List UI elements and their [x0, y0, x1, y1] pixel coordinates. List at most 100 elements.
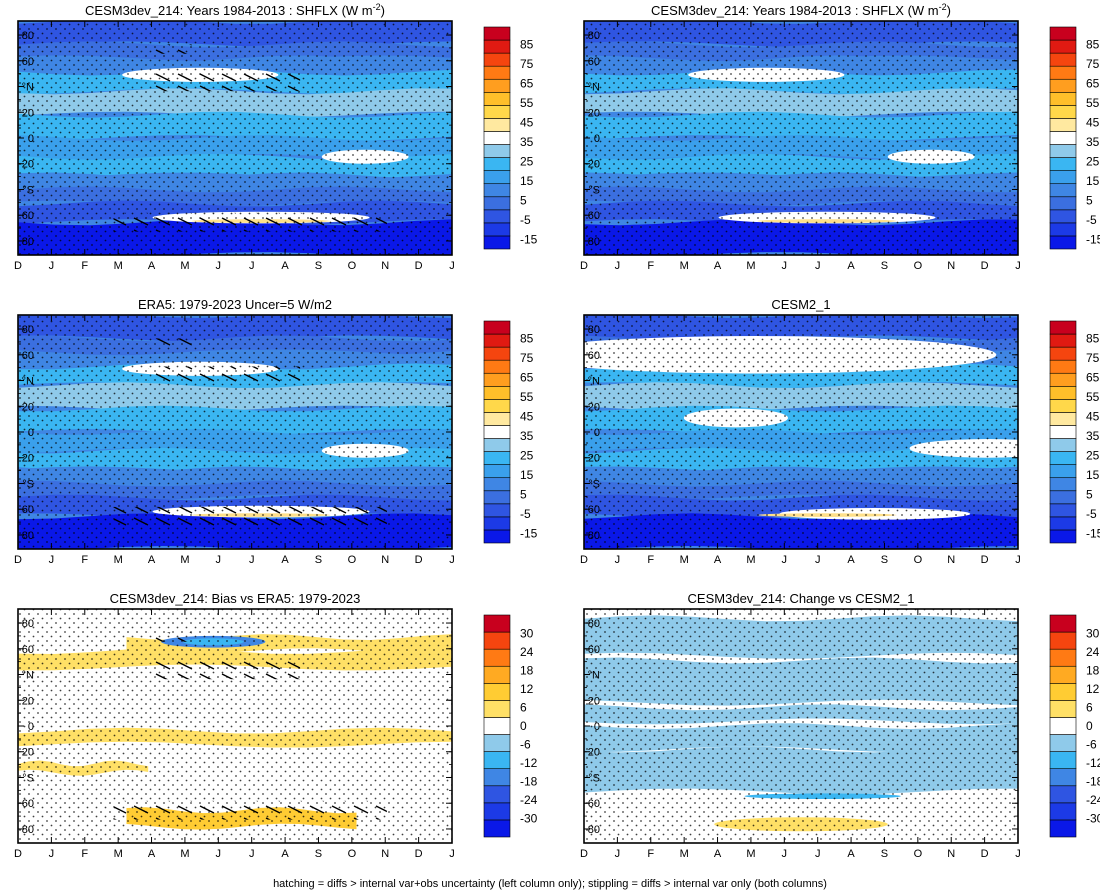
x-tick-label: S — [315, 848, 322, 860]
chart-panel-5: CESM3dev_214: Bias vs ERA5: 1979-2023 D J F… — [14, 591, 538, 860]
colorbar-cell — [483, 425, 511, 439]
colorbar-label: -15 — [520, 232, 538, 246]
colorbar-cell — [483, 768, 511, 787]
y-tick-label: 60 — [22, 350, 34, 362]
colorbar-label: 25 — [1086, 448, 1100, 462]
x-tick-label: A — [714, 260, 722, 272]
x-tick-label: M — [746, 848, 755, 860]
colorbar-label: 15 — [520, 174, 534, 188]
x-tick-label: J — [216, 554, 222, 566]
y-tick-label: 60 — [588, 644, 600, 656]
colorbar-label: 6 — [1086, 701, 1093, 715]
x-tick-label: A — [148, 554, 156, 566]
colorbar-label: 5 — [1086, 193, 1093, 207]
colorbar-cell — [1049, 768, 1077, 787]
colorbar-label: 12 — [1086, 682, 1100, 696]
colorbar-cell — [1049, 665, 1077, 684]
colorbar-label: 15 — [520, 468, 534, 482]
y-tick-label: 80 — [588, 530, 600, 542]
x-tick-label: J — [615, 554, 621, 566]
colorbar-cell — [483, 477, 511, 492]
colorbar-label: 5 — [1086, 487, 1093, 501]
x-tick-label: N — [947, 848, 955, 860]
x-tick-label: N — [947, 260, 955, 272]
colorbar-label: 45 — [520, 409, 534, 423]
colorbar-cell — [483, 490, 511, 505]
y-tick-label: 20 — [588, 695, 600, 707]
colorbar-label: -12 — [520, 756, 538, 770]
colorbar-cell — [483, 631, 511, 650]
colorbar-cell — [483, 235, 511, 250]
colorbar-label: 75 — [1086, 57, 1100, 71]
colorbar-cell — [1049, 78, 1077, 93]
colorbar-cell — [1049, 399, 1077, 413]
x-tick-label: A — [148, 260, 156, 272]
colorbar-cell — [1049, 91, 1077, 106]
colorbar-cell — [1049, 802, 1077, 821]
hatching-overlay — [148, 632, 192, 642]
colorbar-cell — [483, 196, 511, 211]
colorbar-cell — [1049, 131, 1077, 145]
colorbar-cell — [483, 26, 511, 41]
y-tick-label: 60 — [588, 56, 600, 68]
colorbar-label: 75 — [1086, 351, 1100, 365]
x-tick-label: J — [815, 848, 821, 860]
x-tick-label: D — [580, 848, 588, 860]
colorbar-cell — [483, 118, 511, 132]
colorbar-label: 55 — [520, 96, 534, 110]
y-tick-label: 80 — [22, 30, 34, 42]
colorbar-cell — [483, 785, 511, 804]
y-tick-label: °S — [22, 184, 34, 196]
y-tick-label: 0 — [594, 721, 600, 733]
x-tick-label: J — [815, 260, 821, 272]
colorbar-label: 35 — [520, 135, 534, 149]
colorbar-cell — [1049, 118, 1077, 132]
chart-panel-3: ERA5: 1979-2023 Uncer=5 W/m2 D J F M A M J J A S O N… — [14, 297, 538, 566]
colorbar-label: -6 — [520, 738, 531, 752]
x-tick-label: S — [881, 848, 888, 860]
colorbar-cell — [483, 802, 511, 821]
colorbar-label: -5 — [1086, 507, 1097, 521]
colorbar-cell — [1049, 700, 1077, 718]
y-tick-label: °N — [588, 670, 600, 682]
x-tick-label: N — [381, 848, 389, 860]
colorbar-cell — [483, 614, 511, 633]
colorbar-cell — [483, 183, 511, 198]
colorbar-cell — [1049, 372, 1077, 387]
x-tick-label: N — [381, 260, 389, 272]
colorbar-cell — [1049, 734, 1077, 752]
chart-title: CESM2_1 — [771, 297, 830, 312]
colorbar-cell — [1049, 785, 1077, 804]
colorbar-cell — [1049, 222, 1077, 237]
y-tick-label: 60 — [588, 350, 600, 362]
colorbar-cell — [483, 209, 511, 224]
colorbar-label: 65 — [520, 370, 534, 384]
x-tick-label: O — [914, 554, 923, 566]
x-tick-label: A — [847, 260, 855, 272]
y-tick-label: 20 — [22, 159, 34, 171]
colorbar-cell — [1049, 65, 1077, 80]
field-shading — [18, 315, 452, 549]
field-shading — [18, 21, 452, 255]
x-tick-label: A — [847, 848, 855, 860]
y-tick-label: 60 — [588, 798, 600, 810]
x-tick-label: J — [615, 848, 621, 860]
colorbar-cell — [1049, 320, 1077, 335]
colorbar-label: 45 — [1086, 115, 1100, 129]
colorbar-cell — [483, 372, 511, 387]
y-tick-label: 60 — [22, 504, 34, 516]
colorbar-cell — [1049, 209, 1077, 224]
y-tick-label: °N — [22, 670, 34, 682]
x-tick-label: A — [714, 554, 722, 566]
chart-title: CESM3dev_214: Years 1984-2013 : SHFLX (W… — [651, 2, 951, 18]
x-tick-label: M — [680, 260, 689, 272]
y-tick-label: 60 — [588, 504, 600, 516]
y-tick-label: 20 — [588, 401, 600, 413]
x-tick-label: S — [315, 554, 322, 566]
colorbar-cell — [1049, 438, 1077, 452]
y-tick-label: 80 — [588, 618, 600, 630]
y-tick-label: 0 — [28, 721, 34, 733]
hatching-overlay — [148, 72, 301, 92]
colorbar-cell — [483, 516, 511, 531]
